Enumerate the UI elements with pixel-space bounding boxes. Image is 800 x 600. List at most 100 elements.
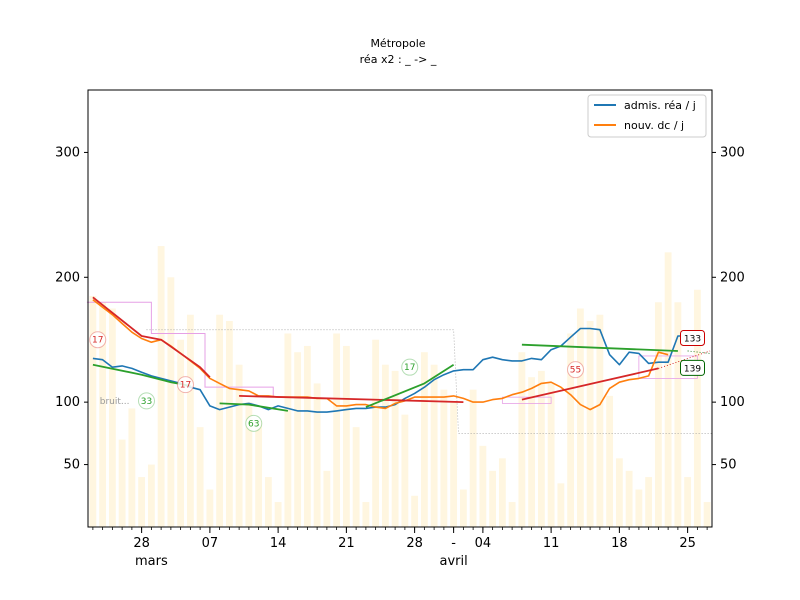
bar-light bbox=[518, 352, 526, 527]
bars-layer bbox=[89, 246, 711, 528]
y-tick-label-right: 50 bbox=[720, 458, 737, 473]
chart-subtitle: réa x2 : _ -> _ bbox=[360, 53, 437, 66]
plot-frame bbox=[87, 89, 713, 528]
bar-light bbox=[450, 402, 458, 527]
x-tick-label: 04 bbox=[475, 536, 492, 551]
bar-light bbox=[489, 470, 497, 527]
bar-light bbox=[469, 389, 477, 527]
annotation-circle bbox=[245, 414, 263, 432]
bar-light bbox=[245, 402, 253, 527]
bar-light bbox=[225, 320, 233, 527]
annotation-circle bbox=[138, 392, 155, 410]
bar-light bbox=[186, 314, 194, 527]
bar-light bbox=[703, 502, 711, 527]
bar-light bbox=[303, 345, 311, 527]
bar-light bbox=[547, 383, 555, 527]
annotation-label: 17 bbox=[404, 363, 415, 373]
annotation-label: 55 bbox=[570, 366, 581, 376]
legend-label-admis: admis. réa / j bbox=[624, 99, 696, 112]
bar-light bbox=[508, 502, 516, 527]
bar-light bbox=[684, 477, 692, 527]
bar-light bbox=[274, 502, 282, 527]
bar-light bbox=[430, 364, 438, 527]
bar-light bbox=[576, 308, 584, 527]
x-tick-label: 14 bbox=[270, 536, 287, 551]
bar-light bbox=[157, 246, 165, 528]
bar-light bbox=[118, 439, 126, 527]
bar-light bbox=[645, 477, 653, 527]
bar-light bbox=[498, 458, 506, 527]
bar-light bbox=[381, 364, 389, 527]
bar-light bbox=[615, 458, 623, 527]
noise-label: bruit... bbox=[100, 397, 130, 407]
bar-light bbox=[459, 489, 467, 527]
x-tick-label: - bbox=[451, 536, 456, 551]
bar-light bbox=[342, 345, 350, 527]
bar-light bbox=[167, 277, 175, 527]
bar-light bbox=[108, 308, 116, 527]
x-tick-label: 25 bbox=[679, 536, 696, 551]
axes-layer: 50 50 100 100 200 200 300 300 28 07 14 21 28 - 04 11 18 2… bbox=[55, 145, 745, 569]
bar-light bbox=[557, 483, 565, 527]
annotation-circle bbox=[401, 358, 419, 376]
bar-light bbox=[537, 370, 545, 527]
bar-light bbox=[255, 420, 263, 527]
annotation-circle bbox=[89, 331, 107, 349]
bar-light bbox=[567, 333, 575, 527]
bar-light bbox=[313, 383, 321, 527]
series-line-trend-red-2 bbox=[239, 395, 464, 403]
y-tick-label-left: 300 bbox=[55, 145, 80, 160]
bar-light bbox=[128, 408, 136, 527]
bar-light bbox=[177, 339, 185, 527]
bar-light bbox=[528, 377, 536, 527]
bar-light bbox=[411, 495, 419, 527]
bar-light bbox=[606, 395, 614, 527]
bar-light bbox=[89, 296, 97, 527]
bar-light bbox=[352, 427, 360, 527]
bar-light bbox=[674, 302, 682, 527]
bar-light bbox=[138, 477, 146, 527]
series-line-trend-green-2 bbox=[219, 402, 289, 412]
bar-light bbox=[440, 389, 448, 527]
bar-light bbox=[264, 477, 272, 527]
bar-light bbox=[362, 502, 370, 527]
annotation-label: 33 bbox=[141, 397, 152, 407]
bar-light bbox=[206, 489, 214, 527]
overlay-dotted-outline bbox=[146, 329, 712, 434]
end-label-value: 139 bbox=[684, 364, 701, 374]
overlay-step-outline bbox=[86, 301, 274, 398]
bar-light bbox=[625, 470, 633, 527]
bar-light bbox=[372, 339, 380, 527]
legend-label-dc: nouv. dc / j bbox=[624, 119, 684, 132]
bar-light bbox=[99, 302, 107, 527]
y-tick-label-left: 200 bbox=[55, 270, 80, 285]
y-tick-label-left: 100 bbox=[55, 395, 80, 410]
series-line-trend-green-1 bbox=[92, 363, 191, 387]
bar-light bbox=[664, 252, 672, 528]
annotation-label: 63 bbox=[248, 419, 259, 429]
x-tick-label: 07 bbox=[202, 536, 219, 551]
end-label-box bbox=[680, 329, 705, 346]
x-tick-label: 18 bbox=[611, 536, 628, 551]
series-line-trend-red-3 bbox=[521, 367, 659, 401]
end-label-box bbox=[680, 359, 705, 376]
bar-light bbox=[284, 333, 292, 527]
lines-layer bbox=[92, 296, 711, 413]
annotation-label: 17 bbox=[180, 381, 191, 391]
bar-light bbox=[196, 427, 204, 527]
bar-light bbox=[391, 370, 399, 527]
bar-light bbox=[294, 352, 302, 527]
chart-title-group: Métropole réa x2 : _ -> _ bbox=[360, 37, 437, 66]
annotations-layer: 17 17 33 63 17 55 133 139 bbox=[89, 329, 705, 432]
bar-light bbox=[635, 489, 643, 527]
series-line-trend-red-1 bbox=[92, 296, 211, 378]
bar-light bbox=[654, 302, 662, 527]
overlay-box bbox=[501, 396, 552, 404]
bar-light bbox=[420, 352, 428, 527]
bar-light bbox=[596, 314, 604, 527]
legend-box bbox=[587, 94, 707, 138]
extension-green bbox=[687, 350, 711, 354]
y-tick-label-right: 300 bbox=[720, 145, 745, 160]
y-tick-label-left: 50 bbox=[63, 458, 80, 473]
